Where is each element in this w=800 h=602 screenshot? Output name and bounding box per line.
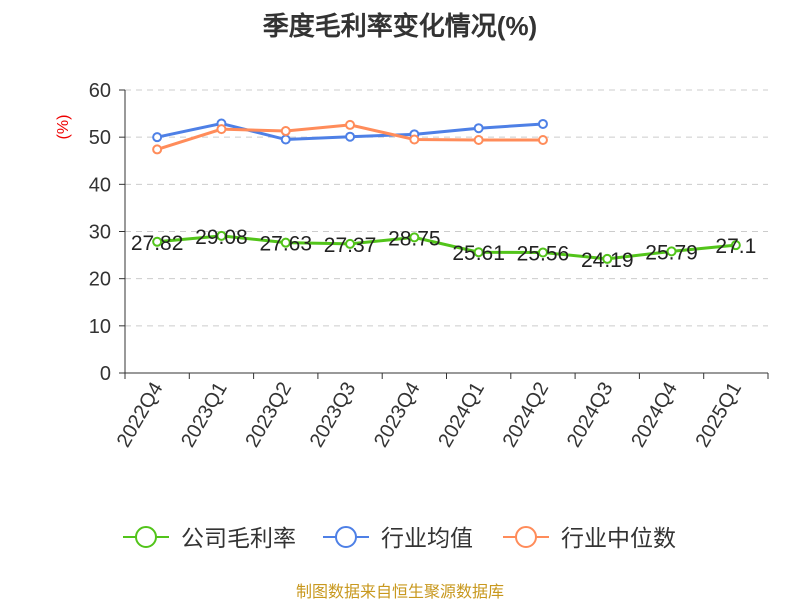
data-label: 27.82 bbox=[131, 232, 184, 255]
chart-title: 季度毛利率变化情况(%) bbox=[262, 11, 538, 41]
x-tick-label: 2023Q2 bbox=[241, 379, 296, 452]
legend-label: 公司毛利率 bbox=[181, 525, 296, 551]
data-label: 25.61 bbox=[452, 242, 505, 265]
data-label: 28.75 bbox=[388, 227, 441, 250]
y-tick-label: 60 bbox=[89, 80, 111, 102]
y-tick-label: 10 bbox=[89, 316, 111, 338]
data-point bbox=[409, 134, 420, 145]
y-tick-label: 0 bbox=[100, 363, 111, 385]
data-point bbox=[216, 230, 227, 241]
x-tick-label: 2025Q1 bbox=[692, 379, 747, 452]
legend-label: 行业中位数 bbox=[561, 525, 676, 551]
data-point bbox=[345, 131, 356, 142]
data-point bbox=[280, 134, 291, 145]
data-point bbox=[537, 134, 548, 145]
legend-label: 行业均值 bbox=[381, 525, 473, 551]
data-point bbox=[152, 144, 163, 155]
x-tick-label: 2024Q1 bbox=[434, 379, 489, 452]
y-tick-label: 40 bbox=[89, 174, 111, 196]
legend-marker bbox=[335, 526, 357, 548]
x-tick-label: 2023Q1 bbox=[177, 379, 232, 452]
series-line bbox=[157, 234, 736, 261]
y-axis-label: (%) bbox=[55, 115, 72, 140]
data-point bbox=[152, 236, 163, 247]
x-tick-label: 2024Q4 bbox=[627, 379, 682, 452]
legend-marker bbox=[515, 526, 537, 548]
data-label: 29.08 bbox=[195, 226, 248, 249]
data-point bbox=[473, 123, 484, 134]
x-tick-label: 2023Q4 bbox=[370, 379, 425, 452]
x-tick-label: 2023Q3 bbox=[306, 379, 361, 452]
y-tick-label: 20 bbox=[89, 269, 111, 291]
data-point bbox=[280, 126, 291, 137]
data-point bbox=[602, 253, 613, 264]
data-label: 27.1 bbox=[715, 235, 756, 258]
data-point bbox=[409, 232, 420, 243]
legend-marker bbox=[135, 526, 157, 548]
data-point bbox=[730, 240, 741, 251]
x-tick-label: 2022Q4 bbox=[113, 379, 168, 452]
data-point bbox=[473, 247, 484, 258]
x-tick-label: 2024Q2 bbox=[499, 379, 554, 452]
data-point bbox=[537, 247, 548, 258]
data-point bbox=[345, 119, 356, 130]
data-point bbox=[345, 238, 356, 249]
data-label: 27.63 bbox=[259, 233, 312, 256]
source-note: 制图数据来自恒生聚源数据库 bbox=[295, 584, 504, 601]
data-point bbox=[216, 124, 227, 135]
data-point bbox=[473, 134, 484, 145]
data-point bbox=[537, 118, 548, 129]
y-tick-label: 50 bbox=[89, 127, 111, 149]
y-tick-label: 30 bbox=[89, 222, 111, 244]
data-label: 25.56 bbox=[517, 242, 570, 265]
x-tick-label: 2024Q3 bbox=[563, 379, 618, 452]
data-label: 24.19 bbox=[581, 249, 634, 272]
data-point bbox=[152, 132, 163, 143]
data-point bbox=[280, 237, 291, 248]
data-point bbox=[666, 246, 677, 257]
data-label: 27.37 bbox=[324, 234, 377, 257]
data-label: 25.79 bbox=[645, 241, 698, 264]
